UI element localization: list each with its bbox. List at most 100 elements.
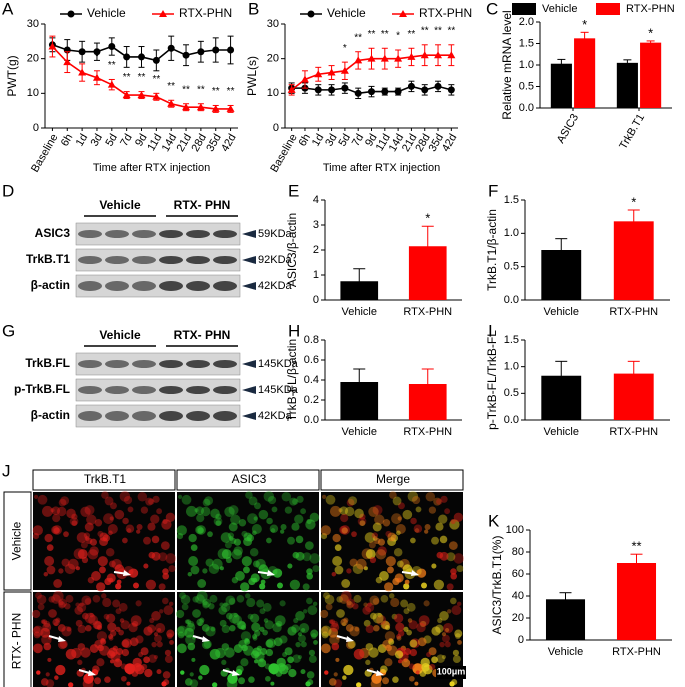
point bbox=[152, 92, 161, 100]
cell bbox=[275, 620, 283, 628]
cell bbox=[87, 549, 99, 560]
cell bbox=[45, 672, 50, 677]
cell bbox=[204, 496, 214, 506]
cell bbox=[77, 602, 87, 613]
point bbox=[107, 80, 116, 88]
cell bbox=[122, 517, 129, 525]
cell bbox=[68, 682, 74, 687]
cell bbox=[340, 514, 349, 523]
cell bbox=[158, 552, 168, 562]
panel-label: C bbox=[486, 0, 498, 18]
blot-band bbox=[105, 230, 129, 238]
cell bbox=[269, 524, 279, 533]
cell bbox=[238, 677, 246, 685]
cell bbox=[441, 632, 447, 637]
cell bbox=[65, 648, 77, 660]
y-axis-label: PWL(s) bbox=[245, 56, 259, 96]
cell bbox=[134, 664, 145, 675]
error-bar bbox=[557, 58, 566, 69]
cell bbox=[357, 517, 367, 526]
cell bbox=[453, 553, 464, 564]
cell bbox=[126, 528, 132, 533]
cell bbox=[84, 612, 96, 624]
cell bbox=[186, 622, 196, 632]
cell bbox=[266, 517, 273, 525]
legend-label: Vehicle bbox=[542, 3, 577, 15]
cell bbox=[426, 652, 432, 658]
cell bbox=[365, 624, 374, 634]
cell bbox=[243, 532, 253, 542]
cell bbox=[57, 624, 66, 632]
legend-swatch bbox=[596, 3, 620, 15]
arrow-head bbox=[58, 636, 66, 642]
cell bbox=[209, 594, 218, 603]
cell bbox=[411, 495, 421, 505]
cell bbox=[121, 648, 130, 657]
cell bbox=[104, 496, 114, 506]
cell bbox=[202, 568, 208, 574]
cell bbox=[417, 637, 427, 647]
blot-band bbox=[78, 411, 102, 421]
y-tick-label: 2.0 bbox=[519, 16, 534, 28]
cell bbox=[277, 582, 284, 589]
y-tick-label: 10 bbox=[27, 87, 39, 99]
cell bbox=[143, 536, 151, 545]
y-tick-label: 20 bbox=[512, 612, 524, 624]
cell bbox=[52, 590, 64, 602]
cell bbox=[168, 601, 174, 607]
x-tick-label: 6h bbox=[59, 132, 76, 149]
cell bbox=[83, 532, 91, 539]
cell bbox=[394, 573, 404, 583]
cell bbox=[259, 608, 266, 615]
cell bbox=[133, 582, 140, 589]
row-header-box bbox=[3, 591, 32, 687]
cell bbox=[447, 609, 452, 614]
x-tick-label: 3d bbox=[323, 132, 340, 149]
blot-band bbox=[213, 256, 237, 264]
size-arrow bbox=[242, 360, 256, 368]
cell bbox=[407, 491, 419, 502]
blot-band bbox=[132, 281, 156, 291]
cell bbox=[284, 647, 293, 656]
cell bbox=[40, 678, 49, 686]
cell bbox=[41, 505, 53, 517]
cell bbox=[48, 596, 55, 603]
cell bbox=[271, 506, 278, 513]
cell bbox=[41, 619, 48, 625]
cell bbox=[436, 498, 443, 505]
panel-label: B bbox=[248, 0, 259, 18]
cell bbox=[433, 497, 442, 506]
cell bbox=[195, 594, 205, 604]
cell bbox=[340, 618, 348, 626]
cell bbox=[331, 571, 337, 577]
cell bbox=[115, 626, 121, 632]
cell bbox=[444, 508, 451, 515]
cell bbox=[230, 537, 237, 544]
cell bbox=[342, 675, 347, 680]
cell bbox=[210, 508, 220, 519]
x-tick-label: 5d bbox=[336, 132, 353, 149]
cell bbox=[306, 568, 313, 575]
cell bbox=[81, 595, 92, 606]
cell bbox=[241, 556, 252, 567]
cell bbox=[33, 643, 43, 654]
cell bbox=[428, 506, 437, 514]
size-label: 42KDa bbox=[258, 280, 293, 292]
cell bbox=[343, 664, 354, 676]
cell bbox=[97, 644, 104, 652]
cell bbox=[265, 675, 271, 682]
cell bbox=[61, 626, 72, 637]
cell bbox=[43, 620, 51, 628]
panel-label: E bbox=[288, 181, 299, 200]
y-tick-label: 0.0 bbox=[504, 414, 519, 426]
cell bbox=[135, 600, 142, 607]
blot-strip bbox=[75, 248, 241, 272]
cell bbox=[336, 596, 343, 603]
cell bbox=[225, 556, 233, 564]
cell bbox=[349, 626, 360, 637]
cell bbox=[232, 615, 243, 626]
cell bbox=[137, 491, 148, 502]
error-bar bbox=[421, 225, 434, 267]
y-tick-label: 0.0 bbox=[504, 294, 519, 306]
cell bbox=[341, 622, 346, 627]
